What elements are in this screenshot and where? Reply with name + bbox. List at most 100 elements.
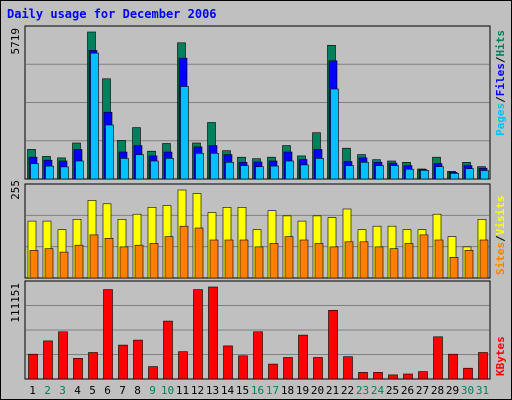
kbytes-bar-day-31 bbox=[478, 352, 488, 380]
day-label-3: 3 bbox=[59, 384, 66, 397]
pages-bar-day-20 bbox=[315, 158, 324, 180]
day-label-26: 26 bbox=[401, 384, 414, 397]
pages-bar-day-5 bbox=[90, 52, 99, 180]
sites-bar-day-30 bbox=[464, 250, 474, 279]
sites-bar-day-5 bbox=[89, 234, 99, 279]
legend-sep: / bbox=[494, 96, 507, 103]
pages-bar-day-13 bbox=[210, 153, 219, 180]
pages-bar-day-19 bbox=[300, 164, 309, 180]
sites-bar-day-1 bbox=[29, 250, 39, 279]
kbytes-bar-day-24 bbox=[373, 372, 383, 380]
sites-bar-day-31 bbox=[479, 239, 489, 279]
kbytes-bar-day-23 bbox=[358, 372, 368, 380]
legend-files: Files bbox=[494, 63, 507, 96]
sites-bar-day-12 bbox=[194, 227, 204, 279]
pages-bar-day-9 bbox=[150, 160, 159, 180]
kbytes-bar-day-30 bbox=[463, 367, 473, 380]
kbytes-bar-day-12 bbox=[193, 289, 203, 380]
kbytes-bar-day-2 bbox=[43, 340, 53, 380]
day-label-29: 29 bbox=[446, 384, 459, 397]
kbytes-bar-day-28 bbox=[433, 336, 443, 380]
day-label-25: 25 bbox=[386, 384, 399, 397]
sites-bar-day-11 bbox=[179, 225, 189, 279]
kbytes-bar-day-9 bbox=[148, 366, 158, 380]
legend-sep: / bbox=[494, 235, 507, 242]
sites-bar-day-15 bbox=[239, 239, 249, 279]
y-max-label-visits: 255 bbox=[9, 180, 22, 200]
legend-hits: Hits bbox=[494, 30, 507, 57]
pages-bar-day-24 bbox=[375, 165, 384, 180]
day-label-12: 12 bbox=[191, 384, 204, 397]
kbytes-bar-day-11 bbox=[178, 351, 188, 380]
sites-bar-day-9 bbox=[149, 243, 159, 279]
sites-bar-day-17 bbox=[269, 243, 279, 279]
kbytes-bar-day-15 bbox=[238, 355, 248, 380]
kbytes-bar-day-10 bbox=[163, 320, 173, 380]
pages-bar-day-22 bbox=[345, 165, 354, 180]
sites-bar-day-24 bbox=[374, 246, 384, 279]
day-label-8: 8 bbox=[134, 384, 141, 397]
pages-bar-day-7 bbox=[120, 158, 129, 180]
sites-bar-day-19 bbox=[299, 239, 309, 279]
kbytes-bar-day-26 bbox=[403, 373, 413, 380]
day-label-24: 24 bbox=[371, 384, 385, 397]
day-label-9: 9 bbox=[149, 384, 156, 397]
legend-sites-visits: Sites/Visits bbox=[494, 196, 507, 276]
sites-bar-day-3 bbox=[59, 251, 69, 279]
pages-bar-day-15 bbox=[240, 165, 249, 180]
legend-sep: / bbox=[494, 56, 507, 63]
legend-visits: Visits bbox=[494, 196, 507, 236]
sites-bar-day-4 bbox=[74, 244, 84, 279]
pages-bar-day-4 bbox=[75, 160, 84, 180]
pages-bar-day-25 bbox=[390, 165, 399, 180]
chart-title: Daily usage for December 2006 bbox=[7, 7, 217, 21]
y-max-label-kbytes: 111151 bbox=[9, 283, 22, 323]
legend-kbytes: KBytes bbox=[494, 336, 507, 376]
sites-bar-day-22 bbox=[344, 241, 354, 279]
y-max-label-hits: 5719 bbox=[9, 28, 22, 55]
pages-bar-day-17 bbox=[270, 165, 279, 180]
pages-bar-day-18 bbox=[285, 160, 294, 180]
sites-bar-day-10 bbox=[164, 236, 174, 279]
sites-bar-day-18 bbox=[284, 236, 294, 279]
kbytes-bar-day-13 bbox=[208, 286, 218, 380]
day-label-16: 16 bbox=[251, 384, 264, 397]
pages-bar-day-28 bbox=[435, 166, 444, 180]
pages-bar-day-26 bbox=[405, 168, 414, 180]
day-label-20: 20 bbox=[311, 384, 324, 397]
day-label-27: 27 bbox=[416, 384, 429, 397]
day-label-15: 15 bbox=[236, 384, 249, 397]
day-label-18: 18 bbox=[281, 384, 294, 397]
day-label-11: 11 bbox=[176, 384, 189, 397]
day-label-13: 13 bbox=[206, 384, 219, 397]
kbytes-bar-day-20 bbox=[313, 357, 323, 380]
day-label-14: 14 bbox=[221, 384, 235, 397]
sites-bar-day-29 bbox=[449, 256, 459, 279]
sites-bar-day-13 bbox=[209, 239, 219, 279]
day-label-10: 10 bbox=[161, 384, 174, 397]
day-label-7: 7 bbox=[119, 384, 126, 397]
pages-bar-day-3 bbox=[60, 166, 69, 180]
kbytes-bar-day-3 bbox=[58, 331, 68, 380]
sites-bar-day-21 bbox=[329, 246, 339, 279]
kbytes-bar-day-14 bbox=[223, 345, 233, 380]
day-label-30: 30 bbox=[461, 384, 474, 397]
sites-bar-day-14 bbox=[224, 239, 234, 279]
legend-hits-files-pages: Pages/Files/Hits bbox=[494, 30, 507, 136]
kbytes-bar-day-18 bbox=[283, 357, 293, 380]
pages-bar-day-16 bbox=[255, 166, 264, 180]
kbytes-bar-day-4 bbox=[73, 357, 83, 380]
pages-bar-day-27 bbox=[420, 170, 429, 180]
legend-kbytes: KBytes bbox=[494, 336, 507, 376]
pages-bar-day-30 bbox=[465, 168, 474, 180]
sites-bar-day-7 bbox=[119, 246, 129, 279]
kbytes-bar-day-21 bbox=[328, 309, 338, 380]
sites-bar-day-8 bbox=[134, 244, 144, 279]
kbytes-bar-day-5 bbox=[88, 352, 98, 380]
pages-bar-day-21 bbox=[330, 88, 339, 180]
kbytes-bar-day-19 bbox=[298, 334, 308, 380]
pages-bar-day-11 bbox=[180, 86, 189, 180]
pages-bar-day-1 bbox=[30, 163, 39, 180]
legend-pages: Pages bbox=[494, 103, 507, 136]
